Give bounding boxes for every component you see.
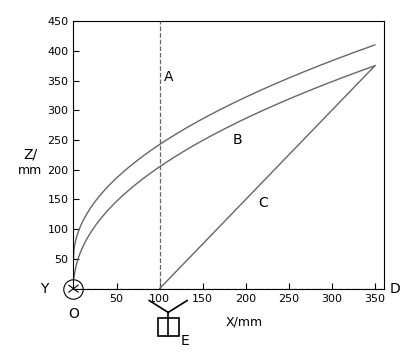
Text: E: E: [181, 334, 190, 348]
Text: B: B: [233, 133, 242, 147]
Bar: [158, 318, 179, 336]
Text: mm: mm: [18, 164, 42, 177]
Text: D: D: [390, 282, 401, 296]
Text: X/mm: X/mm: [226, 315, 262, 328]
Text: O: O: [68, 307, 79, 321]
Text: C: C: [259, 196, 268, 209]
Text: Z/: Z/: [23, 148, 37, 162]
Text: Y: Y: [40, 282, 49, 296]
Text: A: A: [164, 70, 173, 83]
